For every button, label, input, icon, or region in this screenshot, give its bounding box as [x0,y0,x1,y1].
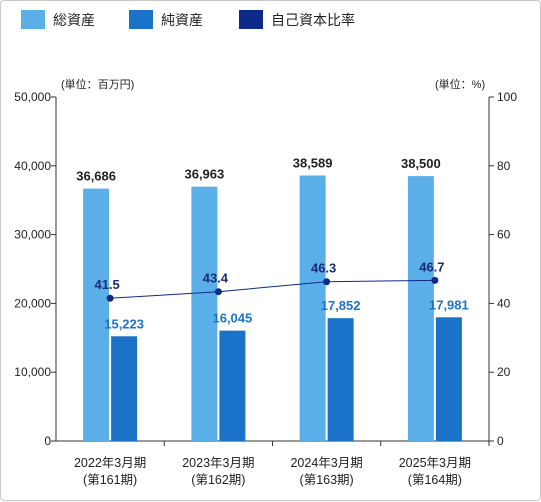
legend-swatch-1 [21,10,45,29]
data-label-total-assets: 36,963 [184,167,224,182]
bar-total-assets [299,175,326,441]
x-axis-category-label: 2025年3月期 [399,456,471,470]
data-label-total-assets: 38,589 [293,156,333,171]
bar-total-assets [83,188,110,441]
x-axis-category-label: 2022年3月期 [74,456,146,470]
x-axis-category-label: (第162期) [191,473,245,487]
left-axis-unit-label: (単位：百万円) [61,77,134,91]
bar-net-assets [327,318,354,441]
ratio-line [110,279,435,299]
bar-total-assets [407,176,434,441]
data-label-ratio: 41.5 [94,277,119,292]
ratio-point [323,278,331,286]
legend-label-1: 総資産 [53,12,95,28]
legend-label-2: 純資産 [161,12,203,28]
data-label-ratio: 43.4 [203,271,229,286]
bar-total-assets [191,186,218,441]
data-label-net-assets: 17,981 [429,297,469,312]
ratio-point [214,288,222,296]
data-label-net-assets: 16,045 [212,311,252,326]
data-label-total-assets: 36,686 [76,169,116,184]
legend-swatch-2 [129,10,153,29]
right-axis-tick-label: 80 [497,159,511,173]
left-axis-tick-label: 40,000 [14,159,51,173]
right-axis-tick-label: 0 [497,434,504,448]
bar-net-assets [219,330,246,441]
right-axis-unit-label: (単位：%) [435,77,485,91]
right-axis-tick-label: 20 [497,365,511,379]
left-axis-tick-label: 20,000 [14,296,51,310]
legend-swatch-3 [239,10,263,29]
data-label-ratio: 46.7 [419,259,444,274]
ratio-point [106,294,114,302]
right-axis-tick-label: 40 [497,296,511,310]
left-axis-tick-label: 50,000 [14,90,51,104]
data-label-ratio: 46.3 [311,261,336,276]
legend-label-3: 自己資本比率 [271,12,355,28]
x-axis-category-label: (第164期) [408,473,462,487]
x-axis-category-label: 2023年3月期 [182,456,254,470]
x-axis-category-label: (第161期) [83,473,137,487]
data-label-net-assets: 17,852 [321,298,361,313]
left-axis-tick-label: 0 [44,434,51,448]
data-label-net-assets: 15,223 [104,316,144,331]
x-axis-category-label: 2024年3月期 [290,456,362,470]
bar-net-assets [435,317,462,441]
left-axis-tick-label: 30,000 [14,228,51,242]
right-axis-tick-label: 60 [497,228,511,242]
left-axis-tick-label: 10,000 [14,365,51,379]
x-axis-category-label: (第163期) [300,473,354,487]
bar-net-assets [111,336,138,441]
ratio-point [431,276,439,284]
data-label-total-assets: 38,500 [401,156,441,171]
right-axis-tick-label: 100 [497,90,517,104]
